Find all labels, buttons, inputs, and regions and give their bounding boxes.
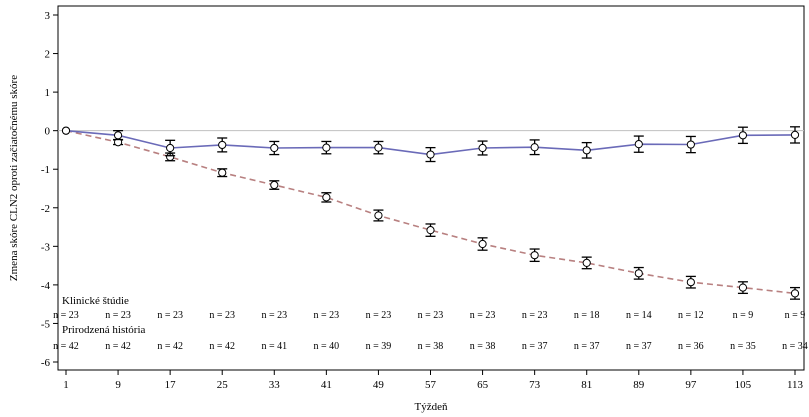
data-point (790, 289, 800, 298)
x-axis: 1 9 17 25 33 41 49 57 65 73 81 89 97 105 113 (63, 370, 804, 391)
series-clinical (61, 126, 800, 163)
data-point (374, 211, 383, 220)
data-point (738, 131, 748, 140)
count-value: n = 37 (626, 341, 652, 352)
data-point (218, 168, 227, 177)
data-point (790, 130, 800, 140)
count-value: n = 42 (53, 341, 79, 352)
y-tick-label: 2 (45, 49, 51, 61)
x-tick-label: 105 (735, 379, 752, 391)
count-value: n = 42 (105, 341, 131, 352)
x-tick-label: 97 (685, 379, 697, 391)
y-axis-title: Zmena skóre CLN2 oproti začiatočnému skó… (8, 75, 20, 281)
data-point (634, 269, 643, 278)
count-value: n = 35 (730, 341, 756, 352)
x-axis-title: Týždeň (415, 401, 448, 413)
data-point (426, 150, 435, 159)
count-value: n = 23 (418, 310, 444, 321)
count-value: n = 41 (261, 341, 287, 352)
count-value: n = 23 (261, 310, 287, 321)
count-value: n = 12 (678, 310, 704, 321)
count-value: n = 38 (418, 341, 444, 352)
data-point (322, 193, 331, 202)
x-tick-label: 1 (63, 379, 69, 391)
y-tick-label: -3 (41, 241, 51, 253)
data-point (582, 258, 591, 268)
count-group-label: Klinické štúdie (62, 295, 129, 307)
x-tick-label: 17 (165, 379, 177, 391)
data-point (478, 143, 487, 153)
x-tick-label: 41 (321, 379, 332, 391)
series-natural (61, 126, 800, 300)
data-point (738, 283, 748, 292)
count-value: n = 37 (574, 341, 600, 352)
x-tick-label: 9 (115, 379, 121, 391)
data-point (166, 143, 175, 153)
y-axis: 3 2 1 0 -1 -2 -3 -4 -5 -6 (41, 10, 58, 369)
count-value: n = 23 (522, 310, 548, 321)
count-value: n = 23 (209, 310, 235, 321)
at-risk-counts: Klinické štúdie n = 23 n = 23 n = 23 n = 23 n… (53, 295, 808, 352)
count-value: n = 23 (366, 310, 392, 321)
y-tick-label: -4 (41, 280, 51, 292)
x-tick-label: 49 (373, 379, 385, 391)
count-value: n = 40 (314, 341, 340, 352)
count-value: n = 14 (626, 310, 652, 321)
x-tick-label: 89 (633, 379, 645, 391)
y-tick-label: 3 (45, 10, 51, 22)
count-value: n = 18 (574, 310, 600, 321)
y-tick-label: -6 (41, 357, 51, 369)
data-point (270, 180, 279, 190)
x-tick-label: 113 (787, 379, 804, 391)
x-tick-label: 25 (217, 379, 229, 391)
count-value: n = 42 (209, 341, 235, 352)
count-group-label: Prirodzená história (62, 324, 146, 336)
data-point (113, 131, 123, 140)
x-tick-label: 33 (269, 379, 281, 391)
data-point (686, 140, 695, 149)
series-line-natural (65, 129, 796, 295)
count-value: n = 34 (782, 341, 808, 352)
count-value: n = 23 (157, 310, 183, 321)
data-point (270, 143, 279, 153)
count-value: n = 23 (314, 310, 340, 321)
y-tick-label: 1 (45, 87, 51, 99)
y-tick-label: -5 (41, 318, 51, 330)
x-tick-label: 65 (477, 379, 489, 391)
x-tick-label: 81 (581, 379, 592, 391)
data-point (634, 140, 643, 149)
data-point (686, 278, 695, 287)
count-value: n = 36 (678, 341, 704, 352)
data-point (374, 143, 383, 152)
count-value: n = 42 (157, 341, 183, 352)
y-tick-label: -1 (41, 164, 50, 176)
data-point (218, 140, 227, 150)
count-value: n = 37 (522, 341, 548, 352)
data-point (582, 146, 591, 155)
count-value: n = 23 (470, 310, 496, 321)
y-tick-label: -2 (41, 203, 50, 215)
count-value: n = 9 (785, 310, 806, 321)
count-value: n = 39 (366, 341, 392, 352)
data-point (530, 251, 539, 260)
data-point (426, 226, 435, 235)
series-layer (61, 126, 800, 300)
count-value: n = 23 (53, 310, 79, 321)
x-tick-label: 57 (425, 379, 437, 391)
count-value: n = 23 (105, 310, 131, 321)
data-point (478, 239, 487, 249)
x-tick-label: 73 (529, 379, 541, 391)
count-value: n = 9 (733, 310, 754, 321)
data-point (322, 143, 331, 152)
data-point (530, 143, 539, 152)
y-tick-label: 0 (45, 126, 51, 138)
count-value: n = 38 (470, 341, 496, 352)
data-point (61, 126, 71, 135)
